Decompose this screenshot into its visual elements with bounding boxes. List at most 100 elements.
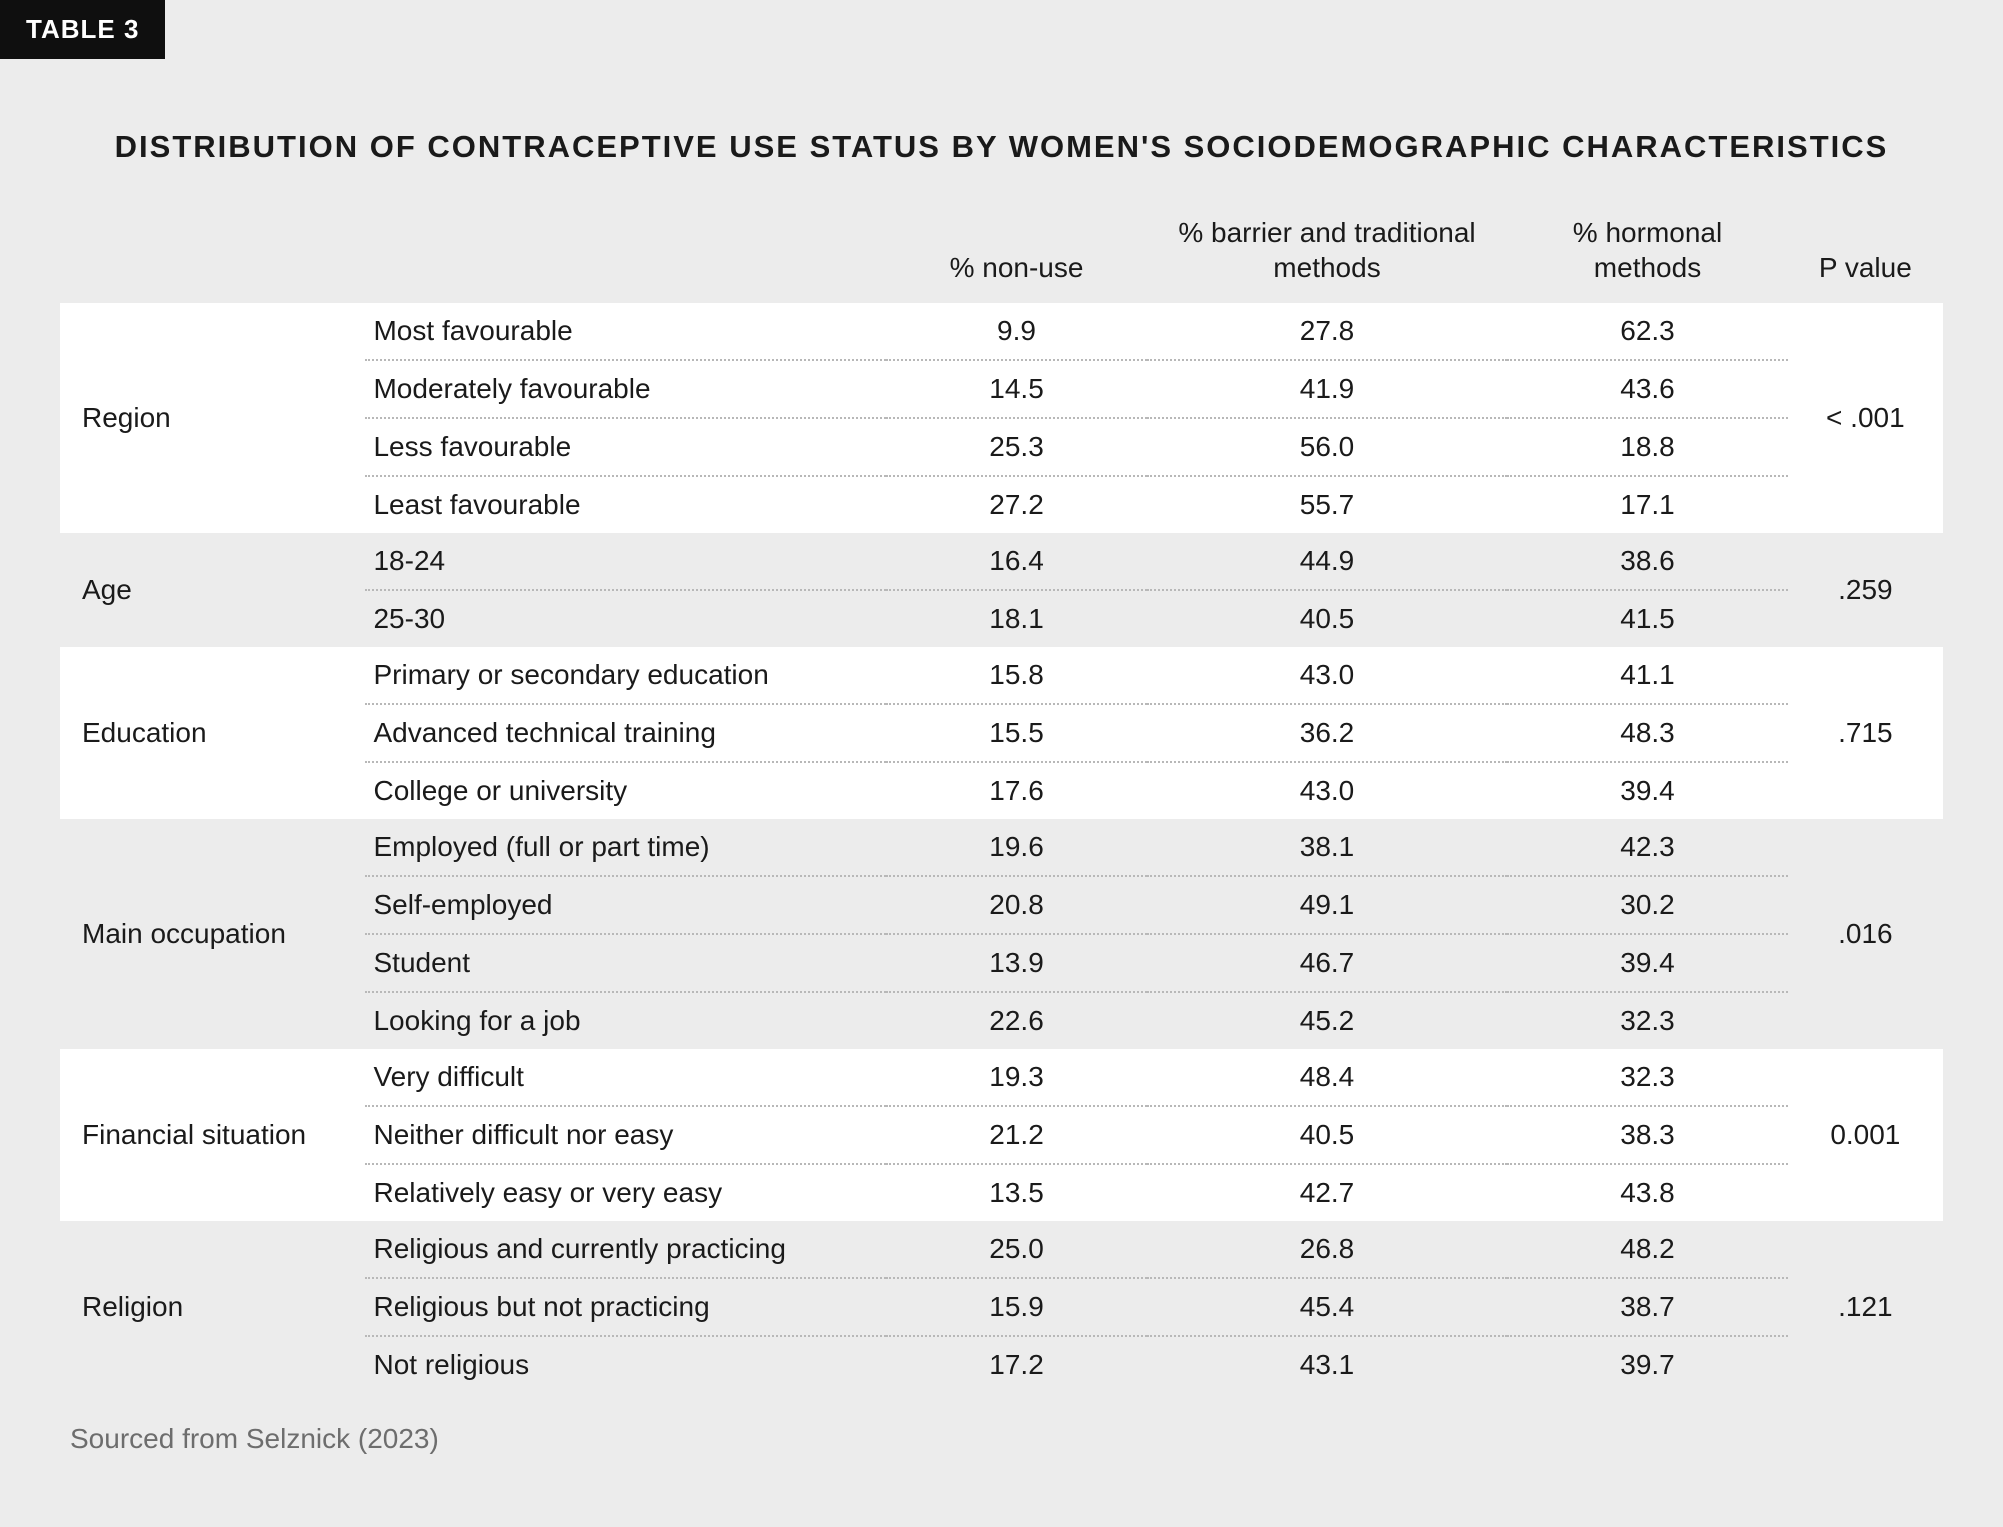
- table-panel: TABLE 3 DISTRIBUTION OF CONTRACEPTIVE US…: [0, 0, 2003, 1527]
- table-title: DISTRIBUTION OF CONTRACEPTIVE USE STATUS…: [0, 59, 2003, 205]
- group-label: Religion: [60, 1221, 365, 1393]
- cell-value: 27.2: [886, 476, 1146, 533]
- cell-value: 38.3: [1507, 1106, 1787, 1164]
- cell-value: 41.1: [1507, 647, 1787, 704]
- row-label: Advanced technical training: [365, 704, 886, 762]
- table-source-note: Sourced from Selznick (2023): [0, 1393, 2003, 1455]
- group-label: Education: [60, 647, 365, 819]
- cell-value: 32.3: [1507, 1049, 1787, 1106]
- cell-value: 21.2: [886, 1106, 1146, 1164]
- row-label: Employed (full or part time): [365, 819, 886, 876]
- header-spacer-1: [60, 205, 365, 303]
- cell-value: 14.5: [886, 360, 1146, 418]
- cell-value: 49.1: [1147, 876, 1508, 934]
- column-header-nonuse: % non-use: [886, 205, 1146, 303]
- cell-value: 56.0: [1147, 418, 1508, 476]
- cell-value: 15.9: [886, 1278, 1146, 1336]
- table-row: RegionMost favourable9.927.862.3< .001: [60, 303, 1943, 360]
- cell-value: 38.6: [1507, 533, 1787, 590]
- row-label: Neither difficult nor easy: [365, 1106, 886, 1164]
- cell-value: 19.3: [886, 1049, 1146, 1106]
- cell-value: 13.9: [886, 934, 1146, 992]
- table-row: Age18-2416.444.938.6.259: [60, 533, 1943, 590]
- cell-value: 44.9: [1147, 533, 1508, 590]
- row-label: Self-employed: [365, 876, 886, 934]
- row-label: Looking for a job: [365, 992, 886, 1049]
- cell-value: 48.3: [1507, 704, 1787, 762]
- cell-value: 27.8: [1147, 303, 1508, 360]
- data-table: % non-use % barrier and traditional meth…: [60, 205, 1943, 1393]
- column-header-barrier: % barrier and traditional methods: [1147, 205, 1508, 303]
- page: TABLE 3 DISTRIBUTION OF CONTRACEPTIVE US…: [0, 0, 2003, 1527]
- p-value: < .001: [1788, 303, 1943, 533]
- cell-value: 25.3: [886, 418, 1146, 476]
- table-row: Financial situationVery difficult19.348.…: [60, 1049, 1943, 1106]
- cell-value: 43.0: [1147, 762, 1508, 819]
- row-label: Very difficult: [365, 1049, 886, 1106]
- cell-value: 38.7: [1507, 1278, 1787, 1336]
- row-label: Not religious: [365, 1336, 886, 1393]
- cell-value: 39.4: [1507, 762, 1787, 819]
- cell-value: 62.3: [1507, 303, 1787, 360]
- table-row: Main occupationEmployed (full or part ti…: [60, 819, 1943, 876]
- cell-value: 40.5: [1147, 590, 1508, 647]
- cell-value: 18.8: [1507, 418, 1787, 476]
- cell-value: 48.2: [1507, 1221, 1787, 1278]
- cell-value: 26.8: [1147, 1221, 1508, 1278]
- cell-value: 17.2: [886, 1336, 1146, 1393]
- table-row: ReligionReligious and currently practici…: [60, 1221, 1943, 1278]
- cell-value: 55.7: [1147, 476, 1508, 533]
- cell-value: 17.6: [886, 762, 1146, 819]
- cell-value: 43.8: [1507, 1164, 1787, 1221]
- cell-value: 41.9: [1147, 360, 1508, 418]
- cell-value: 39.7: [1507, 1336, 1787, 1393]
- cell-value: 15.8: [886, 647, 1146, 704]
- cell-value: 19.6: [886, 819, 1146, 876]
- cell-value: 15.5: [886, 704, 1146, 762]
- table-body: RegionMost favourable9.927.862.3< .001Mo…: [60, 303, 1943, 1393]
- table-header: % non-use % barrier and traditional meth…: [60, 205, 1943, 303]
- cell-value: 25.0: [886, 1221, 1146, 1278]
- group-label: Main occupation: [60, 819, 365, 1049]
- cell-value: 48.4: [1147, 1049, 1508, 1106]
- cell-value: 17.1: [1507, 476, 1787, 533]
- row-label: 18-24: [365, 533, 886, 590]
- cell-value: 9.9: [886, 303, 1146, 360]
- group-label: Age: [60, 533, 365, 647]
- row-label: 25-30: [365, 590, 886, 647]
- table-number-badge: TABLE 3: [0, 0, 165, 59]
- cell-value: 22.6: [886, 992, 1146, 1049]
- cell-value: 30.2: [1507, 876, 1787, 934]
- cell-value: 16.4: [886, 533, 1146, 590]
- row-label: Most favourable: [365, 303, 886, 360]
- column-header-hormonal: % hormonal methods: [1507, 205, 1787, 303]
- cell-value: 38.1: [1147, 819, 1508, 876]
- row-label: Primary or secondary education: [365, 647, 886, 704]
- cell-value: 45.2: [1147, 992, 1508, 1049]
- cell-value: 43.1: [1147, 1336, 1508, 1393]
- row-label: Relatively easy or very easy: [365, 1164, 886, 1221]
- cell-value: 39.4: [1507, 934, 1787, 992]
- cell-value: 20.8: [886, 876, 1146, 934]
- row-label: Least favourable: [365, 476, 886, 533]
- cell-value: 40.5: [1147, 1106, 1508, 1164]
- group-label: Region: [60, 303, 365, 533]
- cell-value: 13.5: [886, 1164, 1146, 1221]
- p-value: .259: [1788, 533, 1943, 647]
- cell-value: 45.4: [1147, 1278, 1508, 1336]
- cell-value: 43.0: [1147, 647, 1508, 704]
- p-value: .121: [1788, 1221, 1943, 1393]
- cell-value: 32.3: [1507, 992, 1787, 1049]
- table-container: % non-use % barrier and traditional meth…: [0, 205, 2003, 1393]
- cell-value: 43.6: [1507, 360, 1787, 418]
- p-value: .016: [1788, 819, 1943, 1049]
- row-label: College or university: [365, 762, 886, 819]
- group-label: Financial situation: [60, 1049, 365, 1221]
- cell-value: 42.7: [1147, 1164, 1508, 1221]
- p-value: 0.001: [1788, 1049, 1943, 1221]
- p-value: .715: [1788, 647, 1943, 819]
- cell-value: 42.3: [1507, 819, 1787, 876]
- cell-value: 18.1: [886, 590, 1146, 647]
- cell-value: 46.7: [1147, 934, 1508, 992]
- row-label: Less favourable: [365, 418, 886, 476]
